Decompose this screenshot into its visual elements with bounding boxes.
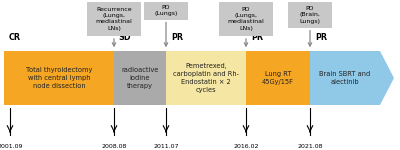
Text: Recurrence
(Lungs,
mediastinal
LNs): Recurrence (Lungs, mediastinal LNs) (96, 7, 132, 31)
Text: Total thyroidectomy
with central lymph
node dissection: Total thyroidectomy with central lymph n… (26, 67, 92, 89)
Text: radioactive
iodine
therapy: radioactive iodine therapy (121, 67, 159, 89)
FancyBboxPatch shape (219, 2, 273, 36)
Bar (246, 51, 310, 105)
Text: PR: PR (315, 33, 327, 42)
FancyBboxPatch shape (87, 2, 141, 36)
Text: 2001.09: 2001.09 (0, 144, 23, 149)
Text: Lung RT
45Gy/15F: Lung RT 45Gy/15F (262, 71, 294, 85)
Text: Brain SBRT and
alectinib: Brain SBRT and alectinib (319, 71, 371, 85)
Text: 2016.02: 2016.02 (233, 144, 259, 149)
Text: SD: SD (119, 33, 131, 42)
Text: PR: PR (251, 33, 263, 42)
Text: PR: PR (171, 33, 183, 42)
Bar (166, 51, 246, 105)
Bar (4, 51, 114, 105)
Text: CR: CR (9, 33, 21, 42)
FancyBboxPatch shape (144, 2, 188, 20)
Text: 2021.08: 2021.08 (297, 144, 323, 149)
Bar (114, 51, 166, 105)
Text: PD
(Lungs,
mediastinal
LNs): PD (Lungs, mediastinal LNs) (228, 7, 264, 31)
Text: 2011.07: 2011.07 (153, 144, 179, 149)
Text: PD
(Lungs): PD (Lungs) (154, 5, 178, 16)
Text: Pemetrexed,
carboplatin and Rh-
Endostatin × 2
cycles: Pemetrexed, carboplatin and Rh- Endostat… (173, 63, 239, 93)
FancyBboxPatch shape (288, 2, 332, 28)
Text: 2008.08: 2008.08 (101, 144, 127, 149)
Text: PD
(Brain,
Lungs): PD (Brain, Lungs) (300, 6, 320, 24)
Polygon shape (310, 51, 394, 105)
